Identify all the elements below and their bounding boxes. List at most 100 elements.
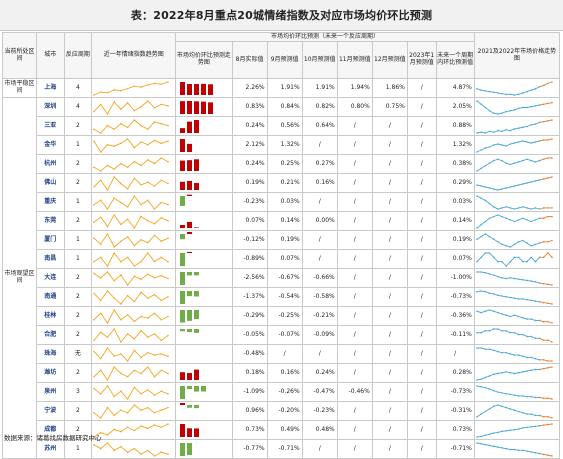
sentiment-sparkline-point	[106, 188, 109, 191]
sentiment-sparkline-point	[133, 349, 136, 351]
value-jan: /	[406, 211, 437, 231]
price-sparkline-point	[538, 368, 541, 370]
value-jan: /	[406, 192, 437, 212]
sentiment-sparkline-point	[160, 368, 163, 371]
value-nov: /	[336, 287, 373, 307]
value-jan: /	[406, 249, 437, 269]
price-sparkline-point	[496, 91, 499, 94]
price-sparkline-point	[501, 430, 503, 432]
header-aug: 8月实际值	[231, 41, 268, 79]
sentiment-sparkline-point	[93, 292, 96, 294]
table-row: 合肥 2 -0.05% -0.07% -0.09% / / / -0.11%	[3, 325, 561, 345]
predict-bar-chart-bar	[208, 83, 214, 95]
sentiment-sparkline-point	[140, 203, 143, 205]
price-sparkline-point	[480, 435, 482, 437]
price-sparkline	[476, 308, 553, 324]
value-nov: -0.46%	[336, 382, 373, 402]
price-sparkline-point	[505, 161, 507, 164]
price-sparkline-point	[480, 235, 482, 237]
sentiment-sparkline-point	[93, 93, 96, 96]
predict-trend-cell	[175, 382, 233, 402]
price-sparkline-point	[480, 223, 482, 226]
sentiment-sparkline	[93, 270, 170, 286]
price-sparkline-point	[488, 216, 491, 219]
predict-bar-chart-bar	[187, 143, 193, 152]
value-next: 0.28%	[435, 363, 475, 383]
sentiment-sparkline-point	[160, 299, 163, 301]
sentiment-sparkline-point	[160, 389, 163, 392]
sentiment-sparkline-point	[147, 219, 149, 222]
value-sep: 1.32%	[266, 135, 303, 155]
price-sparkline-point	[505, 429, 507, 432]
value-jan: /	[406, 439, 437, 459]
sentiment-sparkline-point	[127, 411, 129, 414]
value-sep: 0.07%	[266, 249, 303, 269]
price-sparkline-point	[484, 386, 486, 388]
price-sparkline-point	[546, 82, 549, 84]
price-sparkline-forecast	[539, 215, 552, 219]
sentiment-sparkline-point	[160, 425, 163, 428]
predict-bar-chart-bar	[187, 194, 193, 196]
page-title: 表：2022年8月重点20城情绪指数及对应市场均价环比预测	[130, 9, 433, 22]
sentiment-sparkline-point	[120, 408, 122, 411]
price-trend-cell	[473, 173, 561, 193]
price-sparkline-point	[534, 243, 536, 245]
price-sparkline-point	[509, 296, 511, 298]
value-jan: /	[406, 325, 437, 345]
price-sparkline-forecast	[539, 358, 552, 361]
price-sparkline-point	[546, 453, 549, 456]
sentiment-sparkline-point	[100, 311, 102, 314]
price-sparkline-series	[476, 232, 540, 247]
price-sparkline-point	[496, 350, 499, 352]
sentiment-sparkline-point	[153, 260, 156, 262]
header-jan: 2023年1月预测值	[406, 41, 437, 79]
price-sparkline-point	[542, 358, 545, 361]
sentiment-sparkline-point	[127, 256, 129, 258]
price-sparkline-point	[488, 186, 491, 189]
price-sparkline-point	[505, 110, 507, 112]
price-sparkline-point	[530, 356, 532, 358]
sentiment-sparkline-point	[100, 199, 102, 201]
price-sparkline-point	[480, 102, 482, 105]
price-sparkline-series	[476, 347, 540, 360]
price-trend-cell	[473, 363, 561, 383]
sentiment-sparkline-point	[127, 235, 129, 238]
price-sparkline-point	[538, 424, 541, 426]
value-aug: 2.26%	[231, 78, 268, 98]
city-cell: 三亚	[36, 116, 65, 136]
value-sep: 0.56%	[266, 116, 303, 136]
sentiment-sparkline-point	[100, 242, 102, 245]
price-sparkline-point	[505, 370, 507, 373]
sentiment-sparkline-point	[133, 300, 136, 302]
value-aug: 0.24%	[231, 154, 268, 174]
value-next: 0.03%	[435, 192, 475, 212]
price-sparkline-point	[534, 357, 536, 359]
price-sparkline-point	[496, 311, 499, 313]
price-sparkline-series	[476, 140, 540, 152]
price-sparkline-forecast	[539, 396, 552, 399]
sentiment-sparkline-point	[167, 277, 170, 279]
price-sparkline-point	[534, 280, 536, 283]
predict-bar-chart-bar	[194, 271, 200, 275]
value-jan: /	[406, 363, 437, 383]
value-dec: /	[371, 401, 408, 421]
sentiment-sparkline-point	[100, 392, 102, 395]
sentiment-sparkline-point	[106, 406, 109, 408]
value-sep: 0.16%	[266, 363, 303, 383]
sentiment-sparkline-point	[113, 127, 116, 130]
period-cell: 2	[63, 287, 93, 307]
header-period: 反应周期	[63, 32, 93, 79]
price-sparkline-point	[513, 141, 516, 144]
price-sparkline-point	[509, 260, 511, 262]
price-sparkline-point	[534, 140, 536, 143]
sentiment-sparkline-point	[140, 392, 143, 395]
price-sparkline-point	[546, 251, 549, 254]
sentiment-sparkline-point	[93, 339, 96, 341]
price-sparkline-point	[492, 444, 495, 447]
price-sparkline	[476, 175, 553, 191]
value-aug: -0.12%	[231, 230, 268, 250]
value-aug: 0.07%	[231, 211, 268, 231]
predict-trend-cell	[175, 268, 233, 288]
sentiment-sparkline-point	[153, 276, 156, 279]
price-sparkline-point	[480, 385, 482, 388]
